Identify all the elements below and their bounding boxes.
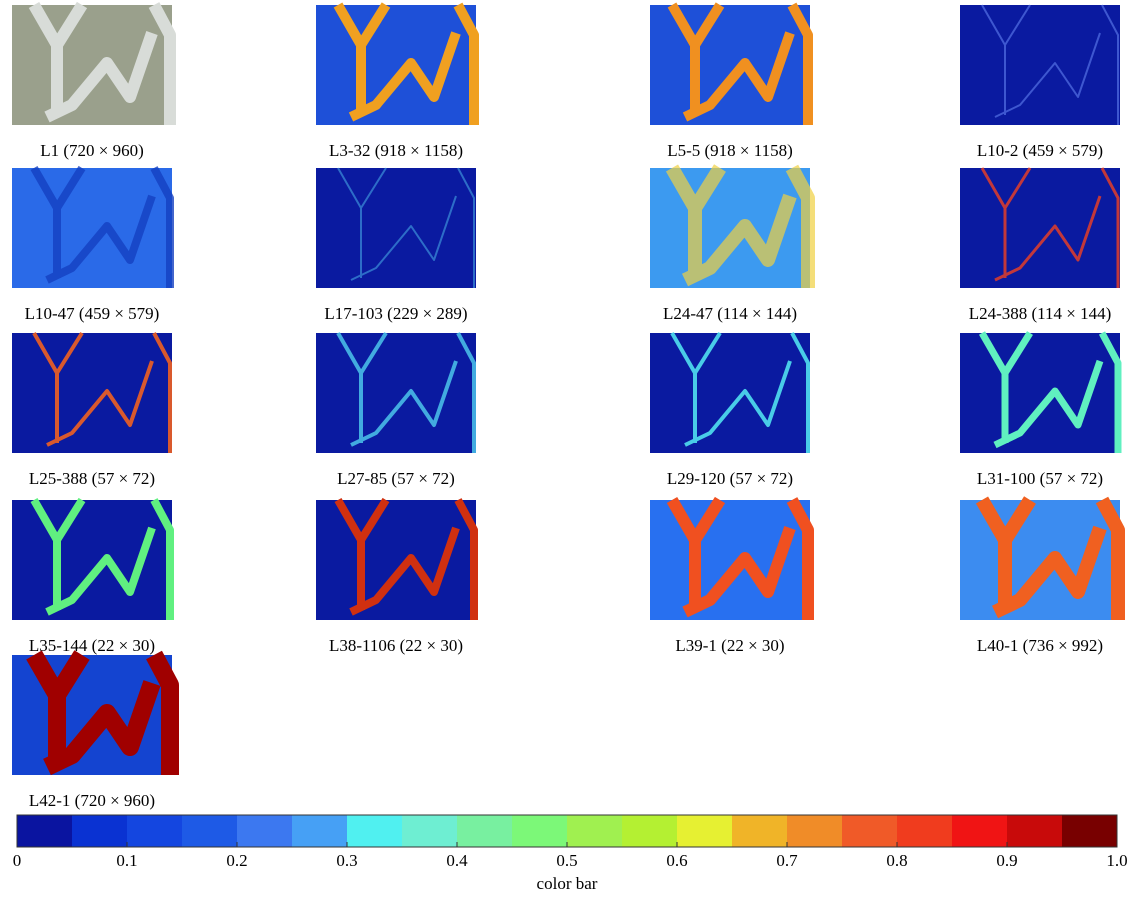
panel-caption: L1 (720 × 960) xyxy=(40,141,144,160)
feature-map xyxy=(316,333,476,453)
colorbar-segment xyxy=(567,815,623,847)
colorbar-label: color bar xyxy=(537,874,598,893)
colorbar-segment xyxy=(347,815,403,847)
colorbar-tick-label: 0.2 xyxy=(226,851,247,870)
map-background xyxy=(960,5,1120,125)
panel-caption: L38-1106 (22 × 30) xyxy=(329,636,463,655)
colorbar-tick-label: 1.0 xyxy=(1106,851,1127,870)
colorbar-segment xyxy=(1007,815,1063,847)
panel-caption: L24-47 (114 × 144) xyxy=(663,304,797,323)
feature-map xyxy=(316,5,476,125)
feature-map xyxy=(12,500,172,620)
feature-map xyxy=(316,168,476,288)
colorbar-tick-label: 0.3 xyxy=(336,851,357,870)
map-background xyxy=(316,168,476,288)
colorbar-tick-label: 0.9 xyxy=(996,851,1017,870)
map-background xyxy=(960,168,1120,288)
colorbar-tick-label: 0.6 xyxy=(666,851,687,870)
map-background xyxy=(12,333,172,453)
feature-map xyxy=(650,5,810,125)
panel-caption: L10-2 (459 × 579) xyxy=(977,141,1103,160)
panel-caption: L3-32 (918 × 1158) xyxy=(329,141,463,160)
colorbar-segment xyxy=(237,815,293,847)
map-background xyxy=(316,500,476,620)
map-background xyxy=(650,500,810,620)
feature-map xyxy=(960,500,1120,620)
colorbar-segment xyxy=(182,815,238,847)
panel-caption: L40-1 (736 × 992) xyxy=(977,636,1103,655)
colorbar-segment xyxy=(787,815,843,847)
panel-caption: L24-388 (114 × 144) xyxy=(969,304,1112,323)
panel-caption: L31-100 (57 × 72) xyxy=(977,469,1103,488)
colorbar-segment xyxy=(842,815,898,847)
panel-caption: L42-1 (720 × 960) xyxy=(29,791,155,810)
colorbar-segment xyxy=(457,815,513,847)
panel-caption: L29-120 (57 × 72) xyxy=(667,469,793,488)
colorbar-tick-label: 0.8 xyxy=(886,851,907,870)
colorbar-tick-label: 0.7 xyxy=(776,851,798,870)
panel-caption: L27-85 (57 × 72) xyxy=(337,469,455,488)
panel-caption: L10-47 (459 × 579) xyxy=(25,304,160,323)
colorbar-segment xyxy=(17,815,73,847)
colorbar-tick-label: 0.1 xyxy=(116,851,137,870)
feature-map xyxy=(650,333,810,453)
feature-map xyxy=(650,168,810,288)
panel-caption: L5-5 (918 × 1158) xyxy=(667,141,793,160)
colorbar-tick-label: 0 xyxy=(13,851,22,870)
colorbar-segment xyxy=(292,815,348,847)
map-background xyxy=(650,333,810,453)
colorbar-tick-label: 0.4 xyxy=(446,851,468,870)
panel-caption: L35-144 (22 × 30) xyxy=(29,636,155,655)
colorbar-segment xyxy=(402,815,458,847)
map-background xyxy=(12,168,172,288)
colorbar-segment xyxy=(732,815,788,847)
feature-map xyxy=(960,168,1120,288)
colorbar-segment xyxy=(1062,815,1118,847)
map-background xyxy=(316,5,476,125)
colorbar-tick-label: 0.5 xyxy=(556,851,577,870)
panel-caption: L17-103 (229 × 289) xyxy=(324,304,467,323)
feature-map xyxy=(316,500,476,620)
feature-map xyxy=(960,5,1120,125)
panel-caption: L39-1 (22 × 30) xyxy=(675,636,784,655)
map-background xyxy=(960,333,1120,453)
feature-map xyxy=(12,655,172,775)
map-background xyxy=(650,5,810,125)
colorbar-segment xyxy=(677,815,733,847)
feature-map xyxy=(650,500,810,620)
colorbar-segment xyxy=(622,815,678,847)
map-background xyxy=(12,500,172,620)
colorbar-segment xyxy=(952,815,1008,847)
feature-map xyxy=(960,333,1120,453)
colorbar-segment xyxy=(897,815,953,847)
feature-map xyxy=(12,333,172,453)
colorbar-segment xyxy=(72,815,128,847)
panel-caption: L25-388 (57 × 72) xyxy=(29,469,155,488)
colorbar-segment xyxy=(127,815,183,847)
feature-map xyxy=(12,5,172,125)
map-background xyxy=(316,333,476,453)
colorbar-segment xyxy=(512,815,568,847)
figure: color bar L1 (720 × 960) L3-32 (918 × 115… xyxy=(0,0,1137,897)
map-background xyxy=(12,5,172,125)
feature-map xyxy=(12,168,172,288)
